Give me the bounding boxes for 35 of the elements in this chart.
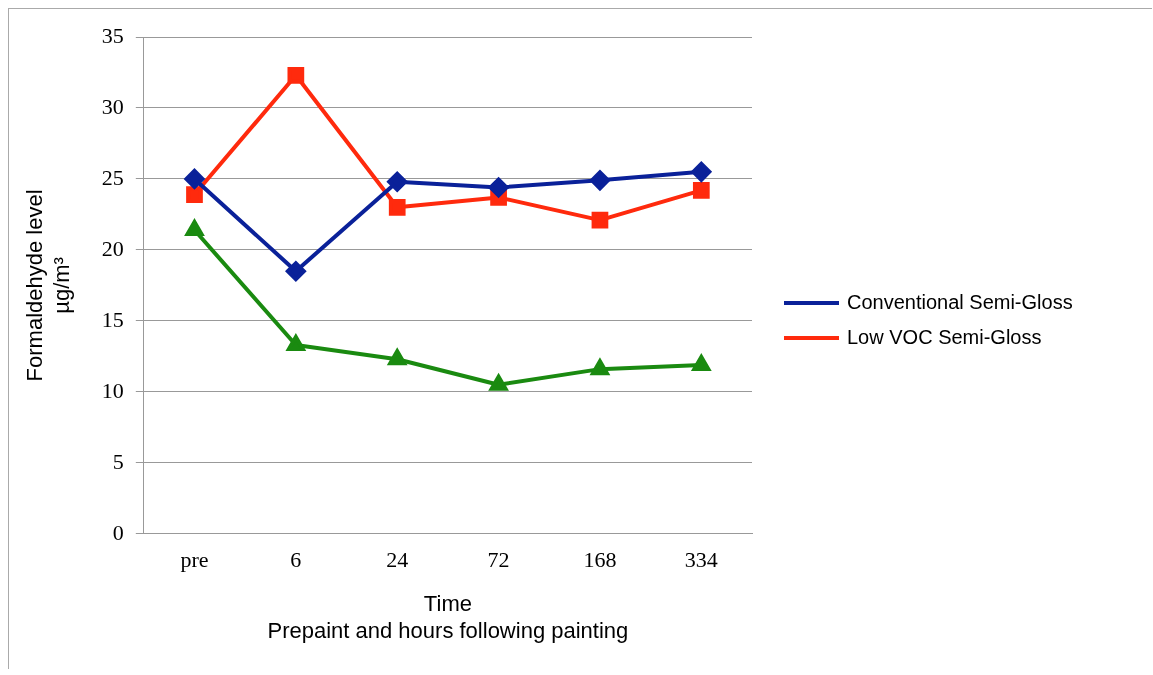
point (488, 372, 509, 391)
y-tick-label: 0 (112, 519, 124, 545)
point (286, 335, 305, 352)
x-tick-label: 6 (290, 546, 302, 572)
point (388, 198, 406, 216)
point (388, 349, 407, 366)
x-tick-label: 334 (684, 546, 718, 572)
y-tick-label: 15 (101, 306, 124, 332)
x-axis-title: Time Prepaint and hours following painting (267, 591, 629, 643)
x-tick-label: 168 (583, 546, 617, 572)
point (285, 261, 306, 282)
point (184, 168, 205, 189)
point (186, 186, 203, 203)
point (591, 359, 609, 376)
x-tick-label: 72 (487, 546, 510, 572)
y-tick-label: 5 (112, 448, 124, 474)
y-tick-label: 20 (101, 235, 124, 261)
y-axis-title: Formaldehyde level µg/m³ (22, 189, 74, 382)
point (387, 171, 408, 192)
point (691, 161, 712, 182)
y-tick-label: 35 (101, 22, 124, 48)
point (185, 220, 204, 237)
y-tick-label: 10 (101, 377, 124, 403)
point (591, 211, 609, 229)
point (488, 177, 509, 198)
legend-label: Low VOC Semi-Gloss (847, 326, 1042, 349)
legend-label: Conventional Semi-Gloss (847, 291, 1073, 314)
x-tick-label: 24 (386, 546, 409, 572)
x-tick-label: pre (180, 546, 209, 572)
point (287, 66, 305, 84)
point (692, 354, 711, 371)
y-tick-label: 25 (101, 164, 124, 190)
y-tick-label: 30 (101, 93, 124, 119)
point (692, 181, 710, 199)
point (589, 170, 610, 191)
